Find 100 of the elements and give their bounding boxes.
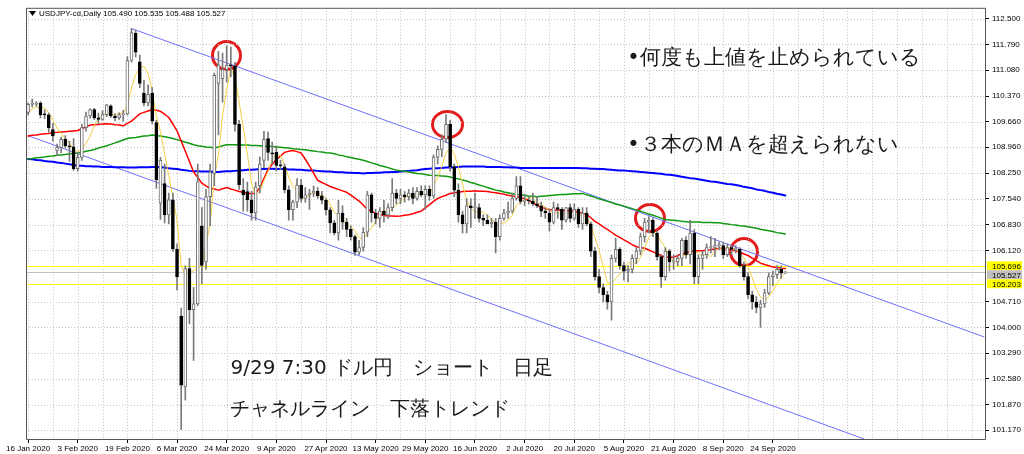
candlestick bbox=[34, 101, 39, 107]
candlestick bbox=[353, 234, 357, 256]
candlestick bbox=[560, 207, 564, 230]
candlestick bbox=[737, 247, 742, 268]
y-tick-label: 112.500 bbox=[992, 13, 1021, 23]
y-tick-label: 104.710 bbox=[992, 296, 1022, 306]
candlestick bbox=[692, 229, 697, 285]
candlestick bbox=[75, 151, 80, 172]
candlestick bbox=[526, 196, 531, 205]
y-tick-label: 106.120 bbox=[992, 245, 1022, 255]
candlestick bbox=[382, 199, 386, 223]
x-tick-label: 19 Feb 2020 bbox=[104, 444, 151, 453]
candlestick bbox=[237, 120, 241, 190]
candlestick bbox=[717, 241, 721, 250]
candlestick bbox=[766, 272, 771, 296]
candlestick bbox=[779, 265, 783, 279]
candlestick bbox=[415, 187, 419, 201]
candlestick bbox=[104, 104, 109, 118]
candlestick bbox=[59, 136, 63, 154]
candlestick bbox=[357, 239, 361, 256]
candlestick bbox=[733, 245, 738, 254]
candlestick bbox=[771, 270, 775, 286]
candlestick bbox=[510, 192, 515, 214]
candlestick bbox=[390, 178, 395, 212]
candlestick bbox=[481, 214, 486, 227]
candlestick bbox=[241, 178, 246, 212]
annotation: •３本のＭＡを超えられない bbox=[627, 131, 899, 157]
candlestick bbox=[597, 268, 601, 294]
candlestick bbox=[146, 84, 150, 107]
y-tick-label: 111.790 bbox=[992, 39, 1021, 49]
candlestick bbox=[539, 201, 543, 217]
candlestick bbox=[171, 192, 175, 252]
annotation: チャネルライン 下落トレンド bbox=[230, 395, 511, 420]
y-tick-label: 111.080 bbox=[992, 65, 1021, 75]
x-tick-label: 29 May 2020 bbox=[402, 444, 449, 453]
y-tick-label: 101.870 bbox=[992, 399, 1022, 409]
candlestick bbox=[469, 198, 473, 228]
x-tick-label: 2 Jul 2020 bbox=[506, 444, 544, 453]
candlestick bbox=[675, 254, 680, 266]
candlestick bbox=[435, 145, 440, 165]
x-tick-label: 24 Sep 2020 bbox=[750, 444, 797, 453]
y-tick-label: 106.830 bbox=[992, 219, 1022, 229]
candlestick bbox=[96, 112, 101, 125]
candlestick bbox=[121, 109, 126, 122]
candlestick bbox=[444, 114, 448, 143]
candlestick bbox=[324, 198, 328, 216]
candlestick bbox=[109, 104, 113, 118]
candlestick bbox=[593, 247, 597, 281]
candlestick bbox=[175, 243, 179, 291]
candlestick bbox=[622, 261, 626, 281]
annotation: •何度も上値を止められている bbox=[627, 45, 921, 70]
candlestick bbox=[423, 185, 428, 210]
candlestick bbox=[183, 265, 188, 401]
candlestick bbox=[617, 247, 622, 270]
x-tick-label: 8 Sep 2020 bbox=[702, 444, 745, 453]
candlestick bbox=[92, 108, 97, 120]
candlestick bbox=[680, 238, 684, 266]
candlestick bbox=[200, 207, 204, 285]
candlestick bbox=[67, 140, 72, 162]
candlestick bbox=[630, 254, 635, 274]
candlestick bbox=[555, 203, 560, 219]
candlestick bbox=[266, 131, 270, 161]
candlestick bbox=[88, 108, 92, 119]
x-tick-label: 9 Apr 2020 bbox=[256, 444, 297, 453]
ref-line-label: 105.527 bbox=[992, 270, 1022, 280]
candlestick bbox=[411, 187, 415, 205]
candlestick bbox=[142, 80, 146, 107]
y-tick-label: 101.170 bbox=[992, 425, 1022, 435]
y-tick-label: 109.660 bbox=[992, 117, 1022, 127]
y-tick-label: 108.960 bbox=[992, 142, 1022, 152]
candlestick bbox=[601, 283, 606, 303]
candlestick bbox=[659, 254, 663, 288]
candlestick bbox=[440, 134, 444, 158]
candlestick bbox=[750, 290, 755, 310]
candlestick bbox=[775, 265, 779, 279]
candlestick bbox=[262, 130, 266, 168]
candlestick bbox=[204, 189, 208, 270]
x-tick-label: 16 Jan 2020 bbox=[6, 444, 51, 453]
y-tick-label: 102.580 bbox=[992, 374, 1022, 384]
candlestick bbox=[713, 238, 717, 257]
annotation: 9/29 7:30 ドル円 ショート 日足 bbox=[230, 354, 554, 379]
candlestick bbox=[137, 54, 142, 89]
y-tick-label: 108.250 bbox=[992, 168, 1022, 178]
x-tick-label: 20 Jul 2020 bbox=[553, 444, 596, 453]
candlestick bbox=[320, 190, 324, 205]
candlestick bbox=[704, 243, 709, 259]
candlestick bbox=[721, 241, 726, 259]
candlestick bbox=[84, 111, 88, 132]
candlestick bbox=[51, 122, 55, 142]
candlestick bbox=[502, 209, 506, 221]
candlestick bbox=[626, 265, 630, 283]
candlestick bbox=[286, 185, 291, 221]
x-tick-label: 21 Aug 2020 bbox=[651, 444, 697, 453]
candlestick bbox=[464, 198, 469, 234]
candlestick bbox=[257, 156, 262, 194]
candlestick bbox=[684, 236, 688, 259]
x-tick-label: 13 May 2020 bbox=[352, 444, 400, 453]
candlestick bbox=[448, 120, 452, 172]
candlestick bbox=[646, 216, 651, 234]
candlestick bbox=[150, 87, 155, 125]
